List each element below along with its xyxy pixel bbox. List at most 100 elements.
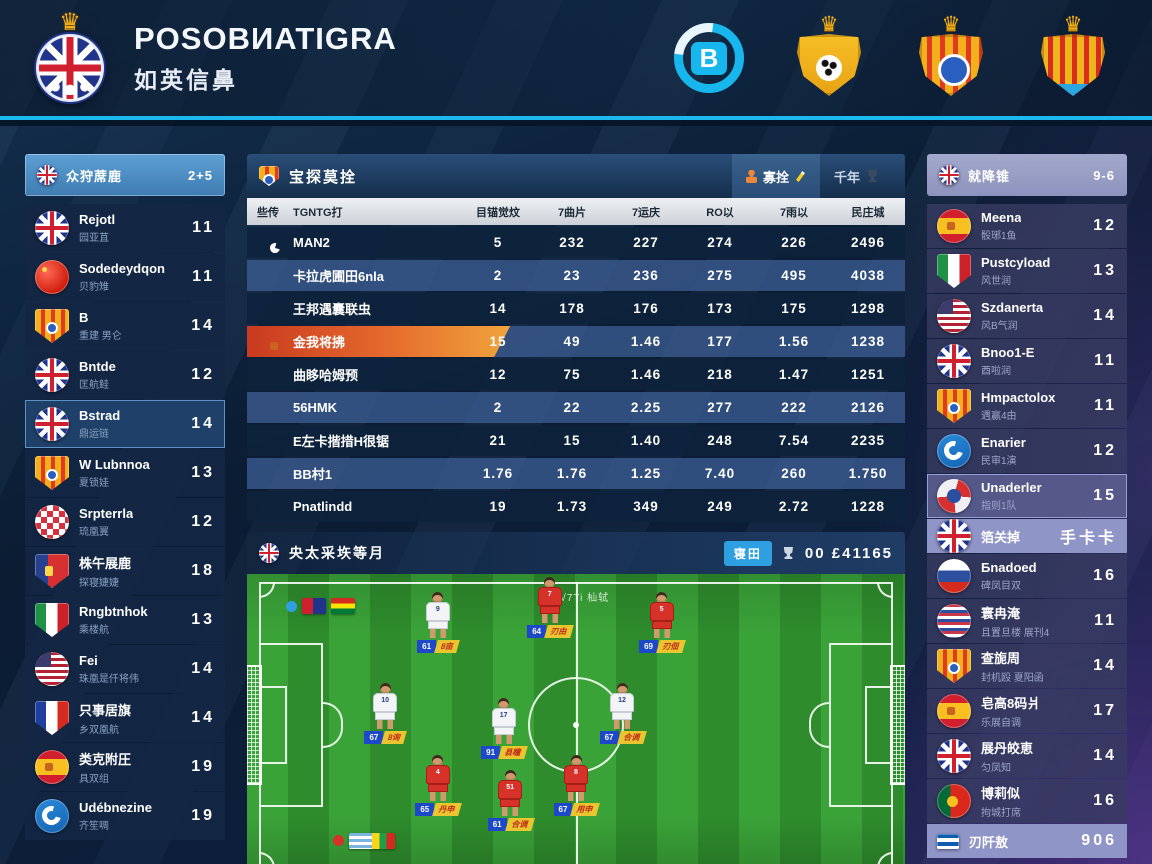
right-panel-title: 就降锥 <box>968 168 1011 184</box>
team-list-item[interactable]: Pustcyload 风世润 13 <box>927 249 1127 293</box>
table-row[interactable]: 王邦遇囊联虫 14 178 176 173 175 1298 <box>247 293 905 324</box>
player-token[interactable]: 8 67 用申 <box>550 755 602 817</box>
team-list-item[interactable]: Sodedeydqon 贝豹雉 11 <box>25 253 225 301</box>
right-panel-footer[interactable]: 刃阡敖 906 <box>927 824 1127 858</box>
player-token[interactable]: 4 65 丹申 <box>412 755 464 817</box>
team-list-item[interactable]: Rngbtnhok 乘楼航 13 <box>25 596 225 644</box>
team-subtitle: 酉啦润 <box>981 366 1011 377</box>
player-token[interactable]: 12 67 合调 <box>596 682 648 744</box>
goal-left <box>247 664 262 786</box>
column-header: RO以 <box>706 206 734 219</box>
team-list-item[interactable]: 寰冉淹 且置旦楼 展刊4 11 <box>927 599 1127 643</box>
team-list-item[interactable]: Бnadoed 碑凤目双 16 <box>927 554 1127 598</box>
tab-lineup[interactable]: 寡拴 <box>731 154 820 198</box>
team-name: 类克附圧 <box>79 752 132 767</box>
team-subtitle: 具双组 <box>79 774 109 785</box>
right-panel-value: 9-6 <box>1093 167 1115 183</box>
player-token[interactable]: 17 91 县瞳 <box>478 697 530 759</box>
player-head-icon <box>504 770 516 782</box>
team-name: 株午展鹿 <box>79 556 132 571</box>
team-list-item[interactable]: Bntde 匡航鲑 12 <box>25 351 225 399</box>
team-list-item[interactable]: Bnoo1-E 酉啦润 11 <box>927 339 1127 383</box>
team-value: 19 <box>191 807 215 824</box>
team-name: Srpterrla <box>79 506 134 521</box>
stat-value: 275 <box>707 268 733 283</box>
lineup-card: 央太采垁等月 寝田 00 £41165 <box>247 532 905 864</box>
player-head-icon <box>432 755 444 767</box>
team-list-item[interactable]: 查旎周 封机殴 夏阳函 14 <box>927 644 1127 688</box>
player-token[interactable]: 10 67 8询 <box>359 682 411 744</box>
table-row[interactable]: 卡拉虎圃田6nla 2 23 236 275 495 4038 <box>247 260 905 291</box>
team-name: B <box>79 310 89 325</box>
stat-value: 260 <box>781 466 807 481</box>
team-subtitle: 封机殴 夏阳函 <box>981 673 1044 684</box>
team-list-item[interactable]: 株午展鹿 探寝婕婕 18 <box>25 547 225 595</box>
table-row[interactable]: 曲眵哈姆预 12 75 1.46 218 1.47 1251 <box>247 359 905 390</box>
flag-group-bottom <box>332 832 395 849</box>
team-list-item[interactable]: 只事居旗 乡双凰航 14 <box>25 694 225 742</box>
team-name: 博莉似 <box>981 786 1021 801</box>
team-list-item[interactable]: B 重建 男仑 14 <box>25 302 225 350</box>
team-list-item[interactable]: Hmpactolox 遇赢4由 11 <box>927 384 1127 428</box>
player-number: 7 <box>547 591 552 599</box>
lineup-chip-button[interactable]: 寝田 <box>723 540 772 566</box>
player-token[interactable]: 5 69 刃佃 <box>636 592 688 654</box>
stat-value: 218 <box>707 367 733 382</box>
team-list-item[interactable]: Bstrad 鼎运链 14 <box>25 400 225 448</box>
stat-value: 15 <box>489 334 507 349</box>
table-row[interactable]: Pnatlindd 19 1.73 349 249 2.72 1228 <box>247 491 905 522</box>
team-list-item[interactable]: Enarier 民审1演 12 <box>927 429 1127 473</box>
left-panel-header[interactable]: 众狩蓆鹿 2+5 <box>25 154 225 196</box>
blue-dot-icon <box>286 600 298 612</box>
table-row[interactable]: 56HMK 2 22 2.25 277 222 2126 <box>247 392 905 423</box>
column-header: 7雨以 <box>779 206 809 219</box>
team-list-item[interactable]: Rejotl 园亚苴 11 <box>25 204 225 252</box>
table-row[interactable]: BB村1 1.76 1.76 1.25 7.40 260 1.750 <box>247 458 905 489</box>
team-list-item[interactable]: 展丹皎恵 匀凤知 14 <box>927 734 1127 778</box>
team-subtitle: 骰琊1鱼 <box>981 231 1017 242</box>
team-list-item[interactable]: 皂高8码爿 乐展自调 17 <box>927 689 1127 733</box>
team-name: Rejotl <box>79 212 116 227</box>
player-tag-left: 61 <box>417 640 437 654</box>
rwb-circle-flag-icon <box>937 479 971 513</box>
player-head-icon <box>616 682 628 694</box>
team-list-item[interactable]: Szdanerta 风B气润 14 <box>927 294 1127 338</box>
team-list-item[interactable]: Fei 珠凰是仟将伟 14 <box>25 645 225 693</box>
app-title: POSOBИATIGRA <box>134 21 397 56</box>
table-row[interactable]: E左卡揩措H很锯 21 15 1.40 248 7.54 2235 <box>247 425 905 456</box>
player-tag: 67 用申 <box>553 803 601 817</box>
gold-shield-flag-icon <box>35 456 69 490</box>
team-name: Sodedeydqon <box>79 261 165 276</box>
team-value: 15 <box>1093 487 1117 504</box>
right-panel-header[interactable]: 就降锥 9-6 <box>927 154 1127 196</box>
team-list-item[interactable]: 箔关掉 手卡卡 <box>927 519 1127 553</box>
team-list-item[interactable]: Unaderler 指则1队 15 <box>927 474 1127 518</box>
player-token[interactable]: 9 61 8亩 <box>412 592 464 654</box>
team-value: 13 <box>1093 262 1117 279</box>
team-value: 12 <box>1093 442 1117 459</box>
player-tag: 61 8亩 <box>417 640 461 654</box>
team-list-item[interactable]: W Lubnnoa 夏锁娃 13 <box>25 449 225 497</box>
player-shirt-icon <box>610 692 635 712</box>
table-row[interactable]: MAN2 5 232 227 274 226 2496 <box>247 227 905 258</box>
team-list-item[interactable]: Udébnezine 齐笙啁 19 <box>25 792 225 840</box>
player-token[interactable]: 7 64 刃由 <box>524 577 576 639</box>
team-list-item[interactable]: Meena 骰琊1鱼 12 <box>927 204 1127 248</box>
team-subtitle: 风世润 <box>981 276 1011 287</box>
footer-value: 906 <box>1081 832 1117 849</box>
table-row[interactable]: 金我将拂 15 49 1.46 177 1.56 1238 <box>247 326 905 357</box>
player-tag-left: 65 <box>415 803 435 817</box>
tab-season[interactable]: 千年 <box>820 154 893 198</box>
team-list-item[interactable]: Srpterrla 琉凰翼 12 <box>25 498 225 546</box>
team-list-item[interactable]: 类克附圧 具双组 19 <box>25 743 225 791</box>
team-list-item[interactable]: 博莉似 拘城打席 16 <box>927 779 1127 823</box>
team-value: 14 <box>191 660 215 677</box>
russia-flag-icon <box>937 559 971 593</box>
player-tag-left: 67 <box>599 730 619 744</box>
stat-value: 2235 <box>850 433 886 448</box>
player-token[interactable]: 51 61 合调 <box>484 770 536 832</box>
team-name: 寰冉淹 <box>981 606 1021 621</box>
croatia-flag-icon <box>35 505 69 539</box>
player-tag: 67 8询 <box>364 730 408 744</box>
team-value: 17 <box>1093 702 1117 719</box>
